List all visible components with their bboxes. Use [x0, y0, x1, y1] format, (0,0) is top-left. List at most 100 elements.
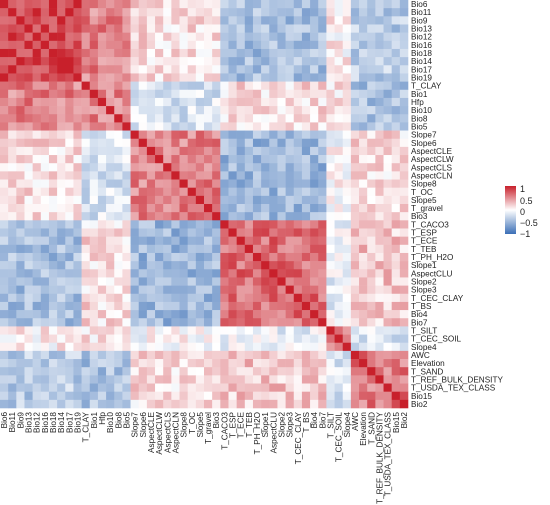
- heatmap-cell: [310, 89, 319, 99]
- heatmap-cell: [171, 383, 180, 392]
- heatmap-cell: [367, 179, 376, 188]
- heatmap-cell: [367, 301, 376, 311]
- heatmap-cell: [342, 310, 352, 319]
- heatmap-cell: [171, 236, 180, 246]
- heatmap-cell: [179, 220, 188, 229]
- heatmap-cell: [24, 155, 33, 164]
- heatmap-cell: [383, 236, 392, 246]
- heatmap-cell: [342, 24, 352, 33]
- heatmap-cell: [391, 310, 401, 319]
- heatmap-cell: [97, 277, 107, 286]
- heatmap-cell: [122, 106, 131, 115]
- heatmap-cell: [40, 228, 50, 237]
- heatmap-cell: [342, 155, 352, 164]
- heatmap-cell: [73, 24, 82, 33]
- heatmap-cell: [269, 326, 278, 335]
- heatmap-cell: [155, 228, 164, 237]
- heatmap-cell: [179, 236, 188, 246]
- heatmap-cell: [24, 0, 33, 9]
- heatmap-cell: [130, 269, 140, 278]
- heatmap-cell: [138, 114, 148, 123]
- heatmap-cell: [220, 236, 229, 246]
- heatmap-cell: [8, 114, 17, 123]
- heatmap-cell: [114, 24, 123, 33]
- heatmap-cell: [187, 48, 197, 58]
- heatmap-cell: [130, 293, 140, 303]
- heatmap-cell: [163, 228, 172, 237]
- heatmap-cell: [399, 367, 409, 376]
- heatmap-cell: [73, 399, 82, 409]
- heatmap-cell: [187, 375, 197, 384]
- heatmap-cell: [212, 236, 221, 246]
- heatmap-cell: [106, 179, 115, 188]
- heatmap-cell: [285, 81, 295, 91]
- heatmap-cell: [359, 285, 368, 295]
- heatmap-cell: [277, 146, 286, 156]
- heatmap-cell: [146, 8, 156, 17]
- heatmap-cell: [310, 277, 319, 286]
- heatmap-cell: [228, 8, 237, 17]
- heatmap-cell: [0, 359, 9, 368]
- heatmap-cell: [138, 24, 148, 33]
- heatmap-cell: [261, 130, 270, 140]
- heatmap-cell: [244, 342, 254, 352]
- heatmap-cell: [40, 130, 50, 140]
- heatmap-cell: [73, 228, 82, 237]
- heatmap-cell: [16, 236, 25, 246]
- heatmap-cell: [326, 16, 335, 25]
- heatmap-cell: [326, 155, 335, 164]
- heatmap-cell: [318, 187, 327, 197]
- heatmap-cell: [146, 252, 156, 262]
- heatmap-cell: [179, 179, 188, 188]
- heatmap-cell: [114, 40, 123, 50]
- heatmap-cell: [16, 24, 25, 33]
- heatmap-cell: [48, 146, 58, 156]
- heatmap-cell: [359, 89, 368, 99]
- heatmap-cell: [269, 293, 278, 303]
- heatmap-cell: [187, 16, 197, 25]
- heatmap-cell: [367, 367, 376, 376]
- heatmap-cell: [73, 114, 82, 123]
- heatmap-cell: [293, 342, 303, 352]
- heatmap-cell: [391, 326, 401, 335]
- heatmap-cell: [383, 81, 392, 91]
- row-label: T_SILT: [411, 327, 437, 336]
- heatmap-cell: [293, 122, 303, 131]
- heatmap-cell: [32, 0, 42, 9]
- heatmap-cell: [318, 261, 327, 270]
- heatmap-cell: [8, 342, 17, 352]
- legend-tick-neg-0-5: −0.5: [520, 218, 538, 228]
- heatmap-cell: [155, 122, 164, 131]
- heatmap-cell: [106, 277, 115, 286]
- heatmap-cell: [228, 73, 237, 82]
- heatmap-cell: [57, 146, 66, 156]
- heatmap-cell: [301, 81, 311, 91]
- heatmap-cell: [244, 73, 254, 82]
- heatmap-cell: [106, 97, 115, 107]
- heatmap-cell: [310, 359, 319, 368]
- heatmap-cell: [73, 350, 82, 360]
- heatmap-cell: [163, 310, 172, 319]
- heatmap-cell: [65, 40, 74, 50]
- heatmap-cell: [146, 146, 156, 156]
- heatmap-cell: [32, 24, 42, 33]
- heatmap-cell: [106, 359, 115, 368]
- heatmap-cell: [236, 220, 246, 229]
- heatmap-cell: [252, 212, 262, 221]
- heatmap-cell: [16, 65, 25, 74]
- heatmap-cell: [236, 97, 246, 107]
- heatmap-cell: [212, 122, 221, 131]
- heatmap-cell: [171, 334, 180, 344]
- heatmap-cell: [16, 359, 25, 368]
- heatmap-cell: [57, 261, 66, 270]
- heatmap-cell: [277, 318, 286, 327]
- heatmap-cell: [122, 228, 131, 237]
- heatmap-cell: [228, 171, 237, 180]
- heatmap-cell: [334, 97, 344, 107]
- heatmap-cell: [73, 16, 82, 25]
- heatmap-cell: [195, 293, 205, 303]
- heatmap-cell: [155, 40, 164, 50]
- heatmap-cell: [277, 171, 286, 180]
- heatmap-cell: [138, 269, 148, 278]
- heatmap-cell: [138, 40, 148, 50]
